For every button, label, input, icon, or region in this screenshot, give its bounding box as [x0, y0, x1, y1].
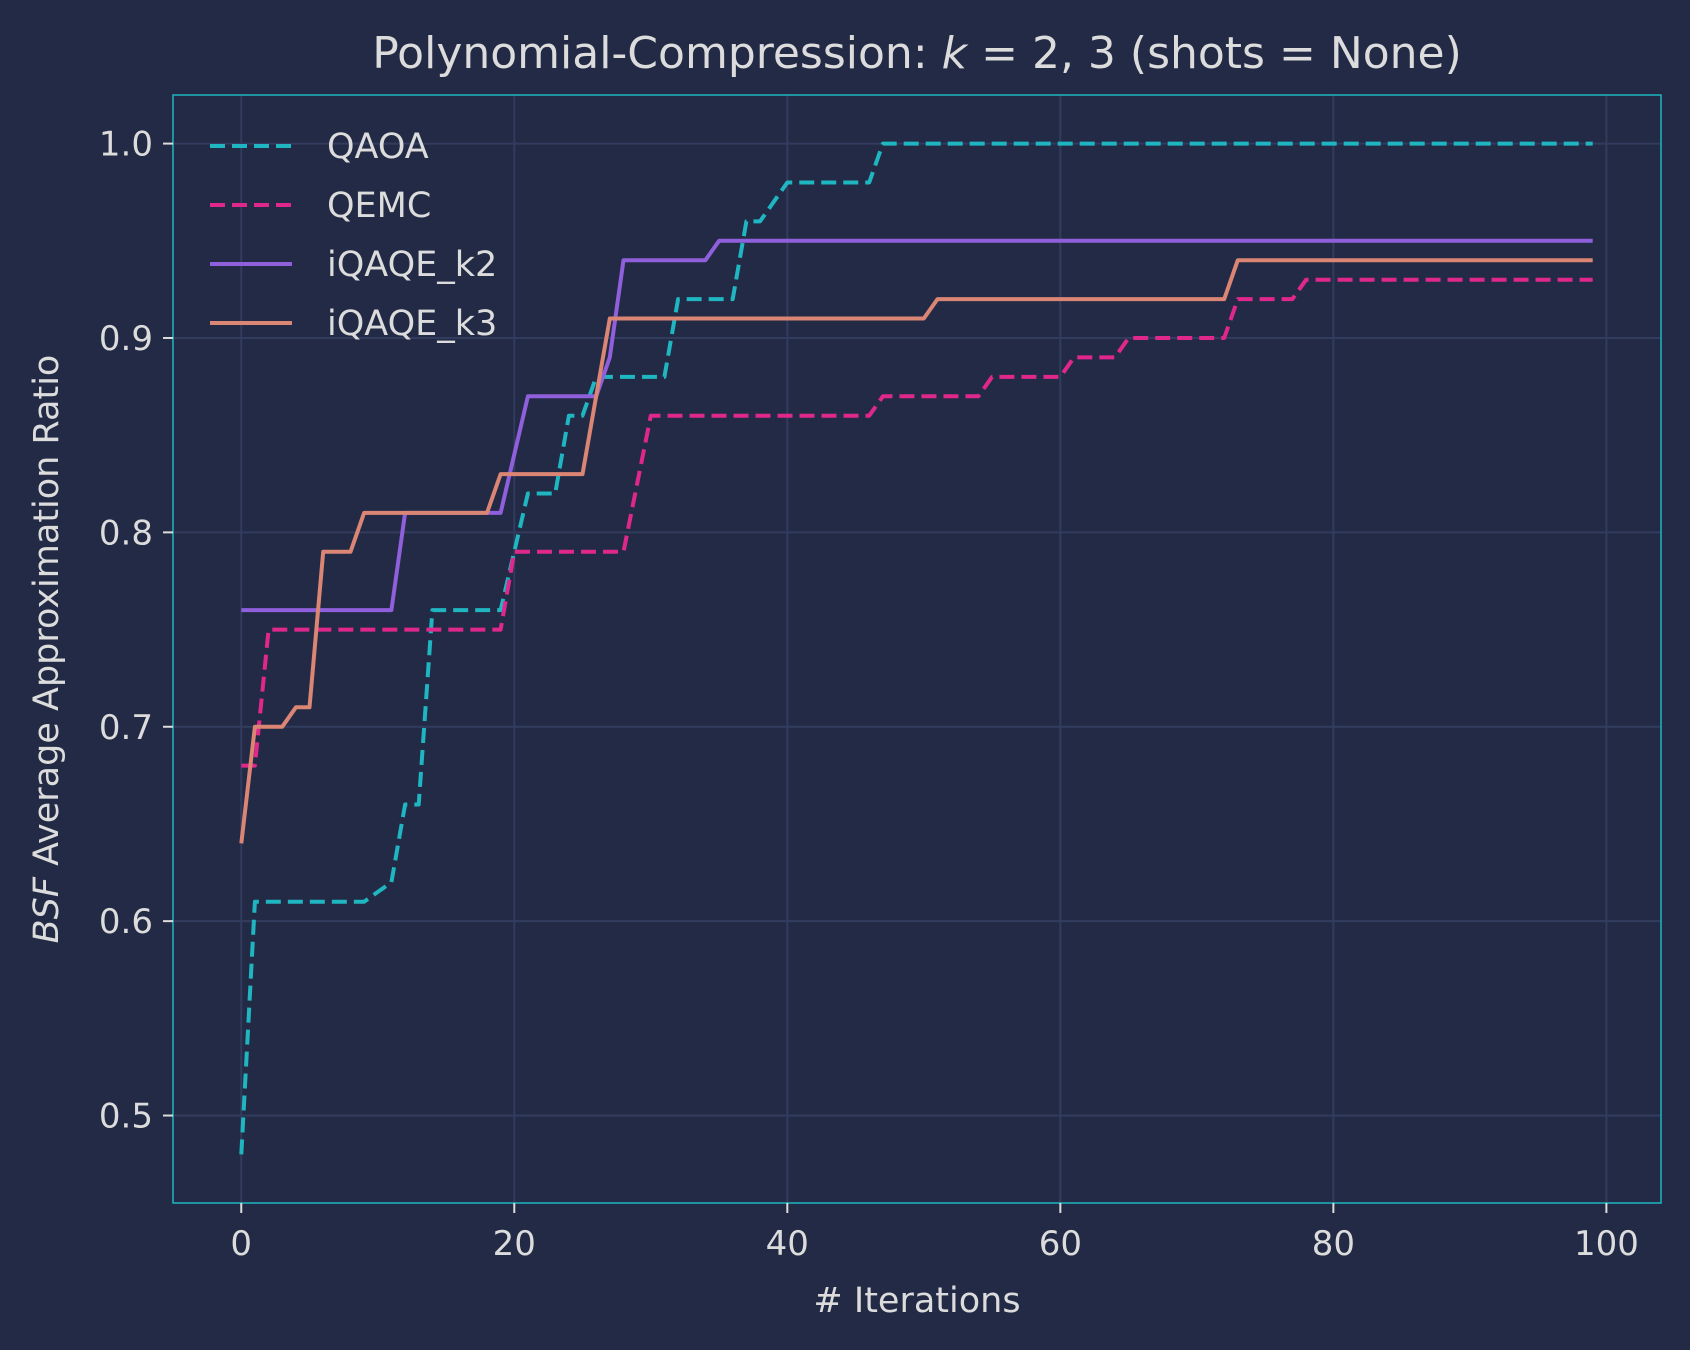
- x-tick-label: 40: [766, 1224, 809, 1264]
- x-tick-label: 0: [230, 1224, 252, 1264]
- x-tick-label: 80: [1312, 1224, 1355, 1264]
- grid-lines: [173, 95, 1661, 1203]
- legend-label: iQAQE_k2: [327, 245, 497, 285]
- series-line-qaoa: [239, 141, 1593, 1155]
- y-tick-label: 0.8: [99, 513, 153, 553]
- y-tick-label: 0.5: [99, 1097, 153, 1137]
- y-tick-label: 0.7: [99, 708, 153, 748]
- axis-ticks: 0 20 40 60 80 100 0.5 0.6 0.7 0.8 0.9 1.0: [99, 125, 1639, 1264]
- series-lines: [239, 141, 1593, 1155]
- legend-label: QAOA: [327, 127, 429, 167]
- legend-label: QEMC: [327, 186, 431, 226]
- legend-label: iQAQE_k3: [327, 304, 497, 344]
- plot-frame: [172, 94, 1662, 1204]
- y-tick-label: 1.0: [99, 125, 153, 165]
- y-axis-label: BSF Average Approximation Ratio: [27, 355, 67, 944]
- y-tick-label: 0.6: [99, 902, 153, 942]
- x-tick-label: 20: [493, 1224, 536, 1264]
- legend: QAOA QEMC iQAQE_k2 iQAQE_k3: [210, 127, 497, 344]
- series-line-qemc: [241, 277, 1593, 768]
- x-tick-label: 100: [1574, 1224, 1639, 1264]
- x-tick-label: 60: [1039, 1224, 1082, 1264]
- y-tick-label: 0.9: [99, 319, 153, 359]
- x-axis-label: # Iterations: [813, 1281, 1020, 1321]
- chart-title: Polynomial-Compression: k = 2, 3 (shots …: [372, 28, 1462, 79]
- series-line-iqaqe-k3: [239, 258, 1593, 844]
